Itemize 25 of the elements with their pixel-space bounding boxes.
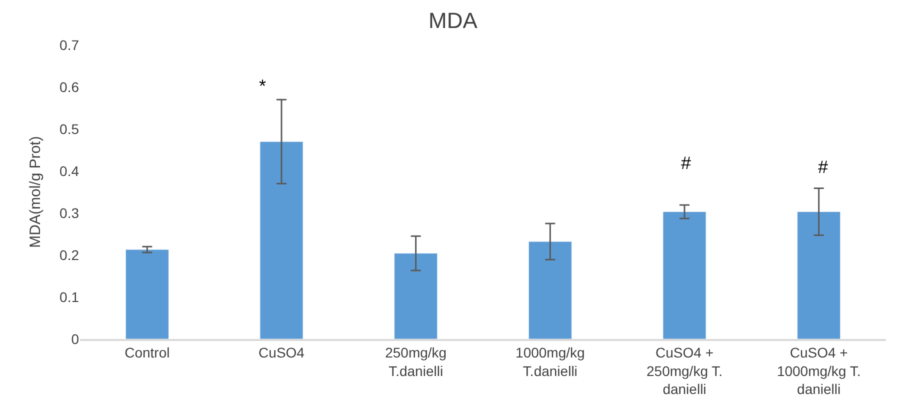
bar: [797, 211, 841, 339]
annotation: #: [681, 153, 692, 173]
y-tick-label: 0.6: [60, 78, 80, 95]
x-tick-label: CuSO4: [258, 344, 305, 361]
x-tick-label: Control: [124, 344, 170, 361]
y-axis-title: MDA(mol/g Prot): [26, 136, 44, 248]
x-tick-label: 250mg/kg T.danielli: [385, 344, 447, 379]
y-tick-label: 0.5: [60, 120, 80, 137]
annotation: #: [818, 157, 828, 177]
y-tick-label: 0: [71, 330, 80, 347]
y-tick-label: 0.3: [60, 204, 80, 221]
bar: [125, 249, 169, 339]
annotation: *: [259, 76, 266, 96]
bar: [260, 141, 304, 339]
x-tick-label: CuSO4 + 250mg/kg T. danielli: [646, 344, 723, 397]
y-tick-label: 0.4: [60, 162, 80, 179]
y-tick-label: 0.2: [60, 246, 80, 263]
bar: [528, 241, 572, 339]
x-tick-label: 1000mg/kg T.danielli: [516, 344, 585, 379]
x-tick-label: CuSO4 + 1000mg/kg T. danielli: [776, 344, 861, 397]
bar: [394, 253, 438, 339]
chart-title: MDA: [428, 8, 478, 33]
y-tick-label: 0.1: [60, 288, 80, 305]
y-tick-label: 0.7: [60, 36, 80, 53]
bar: [662, 211, 706, 339]
